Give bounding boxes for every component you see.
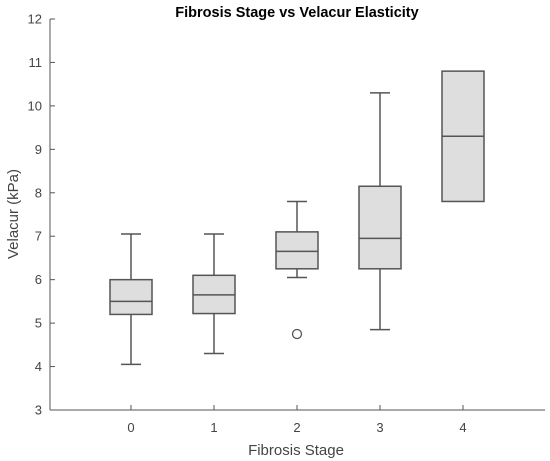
y-tick-label: 5: [35, 316, 42, 331]
y-axis-label: Velacur (kPa): [5, 169, 22, 259]
box-stage-2: [275, 200, 319, 340]
y-tick-label: 6: [35, 272, 42, 287]
chart-title: Fibrosis Stage vs Velacur Elasticity: [175, 5, 418, 21]
box-stage-4: [441, 70, 485, 203]
iqr-box: [358, 185, 402, 270]
y-tick-label: 12: [28, 12, 42, 27]
y-tick-label: 4: [35, 359, 42, 374]
x-tick-label: 4: [459, 420, 466, 435]
y-tick-label: 8: [35, 185, 42, 200]
iqr-box: [109, 278, 153, 316]
x-axis-ticks: 0 1 2 3 4: [127, 405, 467, 435]
box-stage-3: [358, 92, 402, 331]
iqr-box: [275, 231, 319, 270]
y-axis-ticks: 3 4 5 6 7 8 9 10 11 12: [28, 12, 55, 418]
x-axis-label: Fibrosis Stage: [248, 442, 344, 459]
x-tick-label: 3: [376, 420, 383, 435]
y-tick-label: 7: [35, 229, 42, 244]
x-tick-label: 1: [210, 420, 217, 435]
outlier-point: [291, 328, 303, 340]
box-stage-1: [192, 233, 236, 355]
x-tick-label: 0: [127, 420, 134, 435]
y-tick-label: 10: [28, 98, 42, 113]
x-tick-label: 2: [293, 420, 300, 435]
y-tick-label: 9: [35, 142, 42, 157]
boxes: [109, 70, 485, 366]
y-tick-label: 3: [35, 403, 42, 418]
box-stage-0: [109, 233, 153, 366]
y-tick-label: 11: [29, 55, 43, 70]
